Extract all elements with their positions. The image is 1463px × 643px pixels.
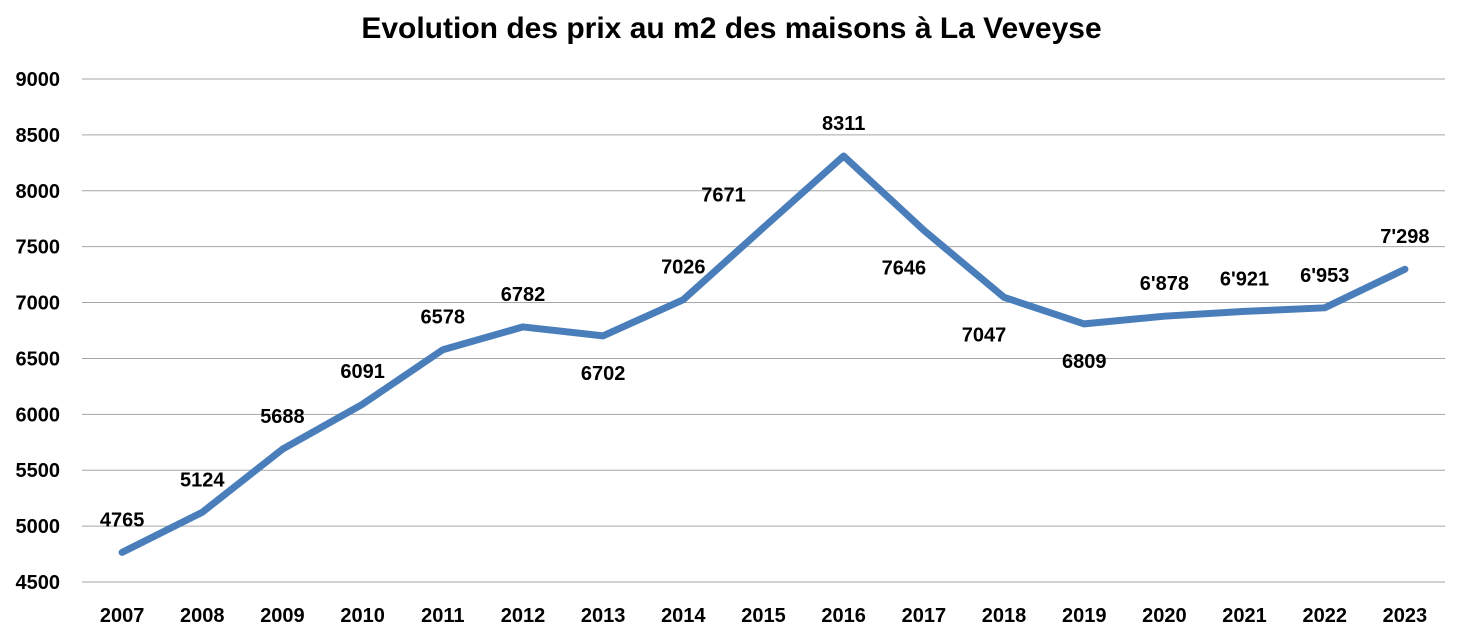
x-axis-ticks: 2007 2008 2009 2010 2011 2012 2013 2014 2015 2016… (100, 605, 1427, 627)
series-line-path (122, 156, 1405, 552)
y-tick-label: 8000 (16, 181, 61, 203)
x-tick-label: 2023 (1383, 605, 1428, 627)
x-tick-label: 2021 (1222, 605, 1267, 627)
data-label: 6'953 (1300, 265, 1349, 287)
x-tick-label: 2007 (100, 605, 145, 627)
chart-title: Evolution des prix au m2 des maisons à L… (0, 12, 1463, 46)
x-tick-label: 2011 (421, 605, 464, 627)
data-labels: 4765 5124 5688 6091 6578 6782 6702 7026 7671 8311… (100, 113, 1430, 531)
data-label: 5688 (260, 406, 305, 428)
x-tick-label: 2017 (902, 605, 947, 627)
gridlines (82, 79, 1445, 582)
y-tick-label: 7500 (16, 237, 61, 259)
x-tick-label: 2020 (1142, 605, 1187, 627)
y-tick-label: 4500 (16, 572, 61, 594)
x-tick-label: 2018 (982, 605, 1027, 627)
data-label: 8311 (822, 113, 865, 135)
data-label: 7026 (661, 257, 706, 279)
y-tick-label: 9000 (16, 69, 61, 91)
x-tick-label: 2012 (501, 605, 546, 627)
y-tick-label: 8500 (16, 125, 61, 147)
data-label: 7646 (882, 257, 927, 279)
data-label: 7671 (701, 185, 746, 207)
x-tick-label: 2022 (1302, 605, 1347, 627)
x-tick-label: 2009 (260, 605, 305, 627)
y-tick-label: 5000 (16, 516, 61, 538)
y-axis-ticks: 4500 5000 5500 6000 6500 7000 7500 8000 8500 9000 (16, 69, 61, 594)
y-tick-label: 7000 (16, 293, 61, 315)
data-label: 4765 (100, 509, 145, 531)
y-tick-label: 6500 (16, 348, 61, 370)
data-label: 7047 (962, 324, 1007, 346)
data-label: 6782 (501, 284, 546, 306)
x-tick-label: 2016 (821, 605, 866, 627)
data-label: 6'878 (1140, 273, 1189, 295)
x-tick-label: 2008 (180, 605, 225, 627)
x-tick-label: 2010 (340, 605, 385, 627)
data-label: 7'298 (1380, 226, 1429, 248)
x-tick-label: 2019 (1062, 605, 1107, 627)
data-label: 6809 (1062, 351, 1107, 373)
y-tick-label: 6000 (16, 404, 61, 426)
y-tick-label: 5500 (16, 460, 61, 482)
x-tick-label: 2015 (741, 605, 786, 627)
data-label: 6'921 (1220, 268, 1269, 290)
data-label: 5124 (180, 469, 225, 491)
data-label: 6091 (340, 361, 385, 383)
x-tick-label: 2014 (661, 605, 706, 627)
data-label: 6702 (581, 363, 626, 385)
x-tick-label: 2013 (581, 605, 626, 627)
series-line (122, 156, 1405, 553)
data-label: 6578 (421, 307, 466, 329)
